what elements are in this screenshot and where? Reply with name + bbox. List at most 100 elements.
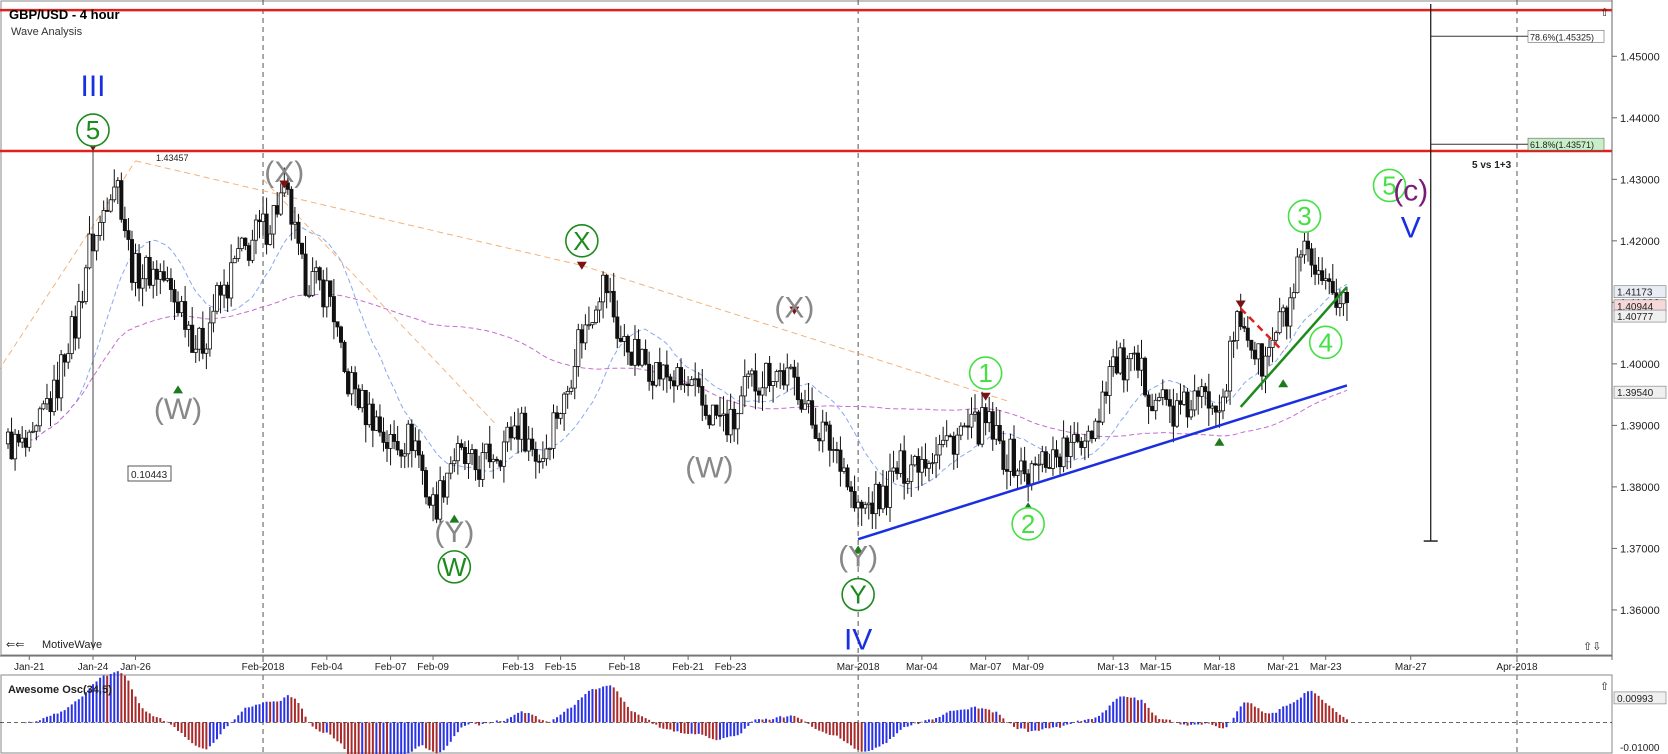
candle-body <box>1167 399 1172 407</box>
candle-body <box>370 403 375 431</box>
candle-body <box>558 413 563 419</box>
candle-body <box>1274 332 1279 341</box>
time-tick-label: Feb-15 <box>545 662 577 673</box>
candle-body <box>948 435 953 438</box>
candle-body <box>1263 355 1268 377</box>
candle-body <box>778 370 783 372</box>
candle-body <box>827 424 832 451</box>
time-tick-label: Mar-18 <box>1204 662 1236 673</box>
candle-body <box>1277 311 1282 334</box>
candle-body <box>555 412 560 419</box>
candle-body <box>824 421 829 426</box>
swing-low-marker <box>1278 379 1289 388</box>
top-scroll-icon[interactable]: ⇧ <box>1600 7 1609 19</box>
candle-body <box>873 483 878 515</box>
candle-body <box>80 301 85 303</box>
candle-body <box>105 210 110 212</box>
candle-body <box>629 351 634 366</box>
candle-body <box>788 366 793 369</box>
candle-body <box>48 398 53 413</box>
candle-body <box>615 316 620 339</box>
candle-body <box>1033 463 1038 466</box>
swing-high-marker <box>1235 300 1246 309</box>
candle-body <box>1004 469 1009 472</box>
candle-body <box>321 279 326 308</box>
candle-body <box>813 424 818 439</box>
candle-body <box>225 284 230 299</box>
time-tick-label: Mar-23 <box>1310 662 1342 673</box>
candle-body <box>576 329 581 367</box>
candle-body <box>292 221 297 225</box>
candle-body <box>1316 270 1321 275</box>
watermark-text: MotiveWave <box>42 639 102 651</box>
candle-body <box>1281 307 1286 313</box>
oscillator-name: Awesome Osc(34,5) <box>8 684 112 696</box>
candle-body <box>480 452 485 480</box>
candle-body <box>792 366 797 378</box>
candle-body <box>781 370 786 386</box>
candle-body <box>23 437 28 448</box>
candle-body <box>264 213 269 245</box>
candle-body <box>1291 292 1296 299</box>
candle-body <box>459 443 464 448</box>
current-price-label: 1.40777 <box>1617 312 1654 323</box>
candle-body <box>760 387 765 396</box>
candle-body <box>700 386 705 406</box>
candle-body <box>381 431 386 443</box>
candle-body <box>342 341 347 372</box>
candle-body <box>859 501 864 509</box>
scroll-up-icon[interactable]: ⇧⇩ <box>1583 641 1601 653</box>
candle-body <box>1050 449 1055 469</box>
candle-body <box>523 412 528 452</box>
candle-body <box>1082 440 1087 448</box>
candle-body <box>413 440 418 452</box>
time-tick-label: Mar-09 <box>1012 662 1044 673</box>
candle-body <box>1157 397 1162 401</box>
candle-body <box>664 364 669 378</box>
candle-body <box>1288 297 1293 327</box>
candle-body <box>1029 463 1034 486</box>
candle-body <box>987 411 992 424</box>
scroll-controls[interactable]: ⇧⇩ ⇧ ⇧ <box>1583 7 1609 693</box>
candle-body <box>66 353 71 363</box>
candle-body <box>608 290 613 294</box>
candle-body <box>696 378 701 387</box>
candle-body <box>632 338 637 366</box>
candle-body <box>346 371 351 395</box>
wave-label: W <box>442 552 467 582</box>
candle-body <box>427 496 432 506</box>
time-tick-label: Mar-21 <box>1267 662 1299 673</box>
candle-body <box>1210 405 1215 409</box>
candle-body <box>250 239 255 261</box>
candle-body <box>562 393 567 415</box>
range-measure-label: 0.10443 <box>131 470 168 481</box>
candle-body <box>406 423 411 455</box>
time-tick-label: Mar-07 <box>970 662 1002 673</box>
trendline <box>1239 307 1285 353</box>
osc-scroll-icon[interactable]: ⇧ <box>1600 681 1609 693</box>
time-tick-label: Feb-09 <box>417 662 449 673</box>
candle-body <box>200 327 205 354</box>
trendline <box>1239 286 1348 408</box>
osc-value-box <box>1613 691 1667 705</box>
candle-body <box>912 456 917 466</box>
candle-body <box>289 188 294 225</box>
candle-body <box>955 434 960 455</box>
candle-body <box>420 454 425 471</box>
candle-body <box>179 301 184 314</box>
price-tick-label: 1.45000 <box>1620 51 1660 63</box>
candle-body <box>1068 441 1073 457</box>
candle-body <box>856 501 861 509</box>
candle-body <box>810 400 815 426</box>
candle-body <box>243 237 248 246</box>
candle-body <box>990 411 995 440</box>
candle-body <box>767 362 772 386</box>
price-tick-label: 1.37000 <box>1620 543 1660 555</box>
candle-body <box>1118 347 1123 374</box>
candle-body <box>108 199 113 212</box>
time-tick-label: Feb-23 <box>715 662 747 673</box>
candle-body <box>1231 340 1236 342</box>
